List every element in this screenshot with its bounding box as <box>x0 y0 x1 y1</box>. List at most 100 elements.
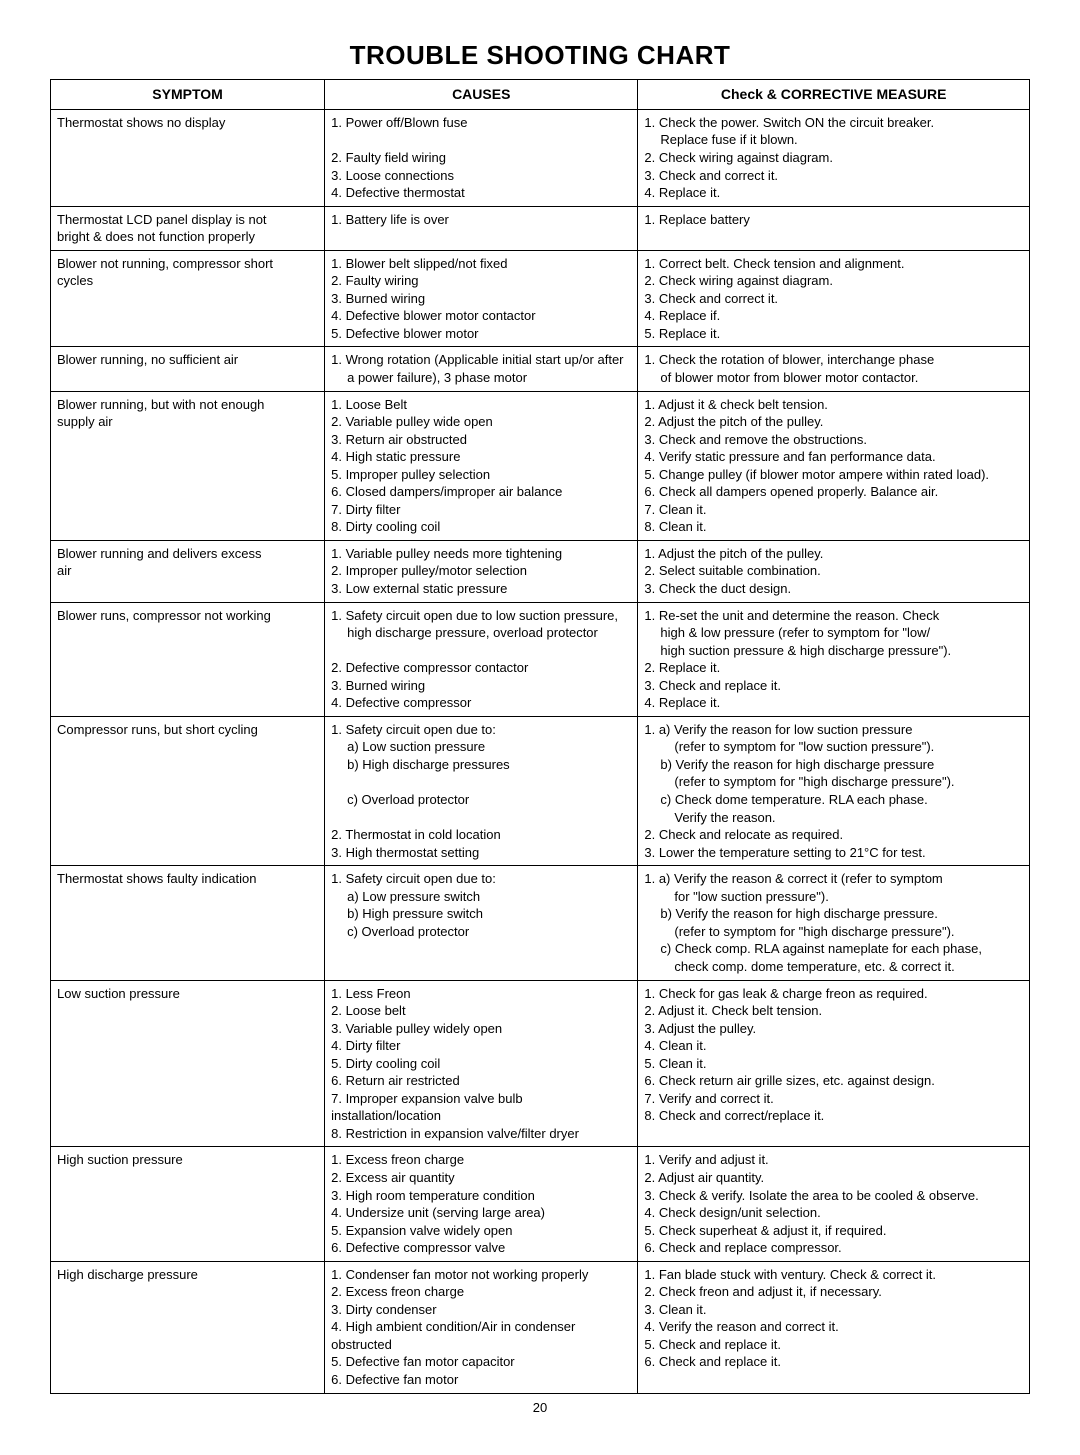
check-cell-line: 1. Re-set the unit and determine the rea… <box>644 607 1023 625</box>
table-row: High discharge pressure 1. Condenser fan … <box>51 1261 1030 1393</box>
causes-cell-line: 4. High static pressure <box>331 448 631 466</box>
causes-cell-line: c) Overload protector <box>331 923 631 941</box>
check-cell-line: 3. Check and remove the obstructions. <box>644 431 1023 449</box>
causes-cell-line: 3. Low external static pressure <box>331 580 631 598</box>
causes-cell-line: 1. Wrong rotation (Applicable initial st… <box>331 351 631 369</box>
header-check: Check & CORRECTIVE MEASURE <box>638 80 1030 110</box>
troubleshooting-table: SYMPTOM CAUSES Check & CORRECTIVE MEASUR… <box>50 79 1030 1394</box>
causes-cell-line: 1. Safety circuit open due to: <box>331 721 631 739</box>
causes-cell-line: 3. High thermostat setting <box>331 844 631 862</box>
symptom-cell: Compressor runs, but short cycling <box>51 716 325 865</box>
table-row: Blower running and delivers excessair 1. … <box>51 540 1030 602</box>
symptom-cell-line: supply air <box>57 413 318 431</box>
causes-cell-line: 2. Improper pulley/motor selection <box>331 562 631 580</box>
causes-cell-line: 3. High room temperature condition <box>331 1187 631 1205</box>
symptom-cell-line: Thermostat shows faulty indication <box>57 870 318 888</box>
table-row: Blower runs, compressor not working1. Sa… <box>51 602 1030 716</box>
causes-cell-line <box>331 809 631 827</box>
check-cell-line: 1. Adjust the pitch of the pulley. <box>644 545 1023 563</box>
causes-cell-line: 1. Power off/Blown fuse <box>331 114 631 132</box>
check-cell-line: 8. Clean it. <box>644 518 1023 536</box>
causes-cell: 1. Safety circuit open due to low suctio… <box>325 602 638 716</box>
causes-cell: 1. Safety circuit open due to:a) Low suc… <box>325 716 638 865</box>
check-cell-line: (refer to symptom for "high discharge pr… <box>644 773 1023 791</box>
header-symptom: SYMPTOM <box>51 80 325 110</box>
symptom-cell: Blower runs, compressor not working <box>51 602 325 716</box>
check-cell-line: Verify the reason. <box>644 809 1023 827</box>
check-cell-line: 3. Check & verify. Isolate the area to b… <box>644 1187 1023 1205</box>
causes-cell-line: 8. Dirty cooling coil <box>331 518 631 536</box>
check-cell-line: 4. Verify the reason and correct it. <box>644 1318 1023 1336</box>
causes-cell-line: c) Overload protector <box>331 791 631 809</box>
symptom-cell-line: Low suction pressure <box>57 985 318 1003</box>
causes-cell: 1. Safety circuit open due to:a) Low pre… <box>325 866 638 980</box>
check-cell: 1. Fan blade stuck with ventury. Check &… <box>638 1261 1030 1393</box>
symptom-cell: High discharge pressure <box>51 1261 325 1393</box>
causes-cell-line: 7. Improper expansion valve bulb install… <box>331 1090 631 1125</box>
table-row: Thermostat shows no display 1. Power off/… <box>51 109 1030 206</box>
symptom-cell: Thermostat shows no display <box>51 109 325 206</box>
causes-cell-line: 2. Faulty wiring <box>331 272 631 290</box>
check-cell-line: 3. Check and correct it. <box>644 167 1023 185</box>
causes-cell-line: 4. Dirty filter <box>331 1037 631 1055</box>
symptom-cell: Thermostat LCD panel display is notbrigh… <box>51 206 325 250</box>
symptom-cell: Blower running, but with not enoughsuppl… <box>51 391 325 540</box>
symptom-cell-line: Thermostat LCD panel display is not <box>57 211 318 229</box>
causes-cell-line: 4. Defective blower motor contactor <box>331 307 631 325</box>
check-cell: 1. Verify and adjust it.2. Adjust air qu… <box>638 1147 1030 1261</box>
causes-cell-line: 1. Safety circuit open due to: <box>331 870 631 888</box>
causes-cell-line: 5. Expansion valve widely open <box>331 1222 631 1240</box>
symptom-cell-line: Blower running, but with not enough <box>57 396 318 414</box>
check-cell-line: 2. Adjust it. Check belt tension. <box>644 1002 1023 1020</box>
causes-cell-line: 1. Condenser fan motor not working prope… <box>331 1266 631 1284</box>
symptom-cell: Low suction pressure <box>51 980 325 1147</box>
check-cell-line: 7. Verify and correct it. <box>644 1090 1023 1108</box>
header-causes: CAUSES <box>325 80 638 110</box>
causes-cell-line: 3. Variable pulley widely open <box>331 1020 631 1038</box>
check-cell-line: 3. Check and replace it. <box>644 677 1023 695</box>
check-cell: 1. Check for gas leak & charge freon as … <box>638 980 1030 1147</box>
check-cell: 1. Correct belt. Check tension and align… <box>638 250 1030 347</box>
causes-cell-line: a) Low suction pressure <box>331 738 631 756</box>
causes-cell-line: 1. Less Freon <box>331 985 631 1003</box>
check-cell-line: 2. Replace it. <box>644 659 1023 677</box>
symptom-cell: Thermostat shows faulty indication <box>51 866 325 980</box>
check-cell-line: 5. Replace it. <box>644 325 1023 343</box>
check-cell-line: 4. Replace it. <box>644 694 1023 712</box>
check-cell-line: 2. Check freon and adjust it, if necessa… <box>644 1283 1023 1301</box>
check-cell-line: 1. Check for gas leak & charge freon as … <box>644 985 1023 1003</box>
check-cell-line: 5. Clean it. <box>644 1055 1023 1073</box>
causes-cell-line: b) High pressure switch <box>331 905 631 923</box>
symptom-cell-line: Blower not running, compressor short <box>57 255 318 273</box>
causes-cell-line: 5. Improper pulley selection <box>331 466 631 484</box>
check-cell-line: 5. Change pulley (if blower motor ampere… <box>644 466 1023 484</box>
check-cell: 1. Adjust the pitch of the pulley.2. Sel… <box>638 540 1030 602</box>
causes-cell: 1. Less Freon2. Loose belt3. Variable pu… <box>325 980 638 1147</box>
check-cell: 1. Re-set the unit and determine the rea… <box>638 602 1030 716</box>
symptom-cell: Blower running and delivers excessair <box>51 540 325 602</box>
causes-cell-line: a) Low pressure switch <box>331 888 631 906</box>
check-cell-line: 6. Check and replace compressor. <box>644 1239 1023 1257</box>
check-cell-line: 2. Check and relocate as required. <box>644 826 1023 844</box>
causes-cell-line <box>331 773 631 791</box>
symptom-cell-line: Compressor runs, but short cycling <box>57 721 318 739</box>
check-cell-line: 6. Check return air grille sizes, etc. a… <box>644 1072 1023 1090</box>
causes-cell-line: 1. Loose Belt <box>331 396 631 414</box>
table-row: Thermostat LCD panel display is notbrigh… <box>51 206 1030 250</box>
check-cell-line: 1. Correct belt. Check tension and align… <box>644 255 1023 273</box>
symptom-cell-line: cycles <box>57 272 318 290</box>
causes-cell-line <box>331 642 631 660</box>
check-cell-line: 3. Check and correct it. <box>644 290 1023 308</box>
check-cell-line: b) Verify the reason for high discharge … <box>644 905 1023 923</box>
table-row: Blower running, no sufficient air1. Wron… <box>51 347 1030 391</box>
causes-cell-line: 3. Burned wiring <box>331 290 631 308</box>
check-cell-line: 1. Check the rotation of blower, interch… <box>644 351 1023 369</box>
causes-cell: 1. Wrong rotation (Applicable initial st… <box>325 347 638 391</box>
causes-cell-line: 8. Restriction in expansion valve/filter… <box>331 1125 631 1143</box>
symptom-cell-line: bright & does not function properly <box>57 228 318 246</box>
causes-cell: 1. Battery life is over <box>325 206 638 250</box>
check-cell-line: for "low suction pressure"). <box>644 888 1023 906</box>
check-cell-line: c) Check dome temperature. RLA each phas… <box>644 791 1023 809</box>
check-cell-line: 3. Lower the temperature setting to 21°C… <box>644 844 1023 862</box>
causes-cell-line: 3. Dirty condenser <box>331 1301 631 1319</box>
